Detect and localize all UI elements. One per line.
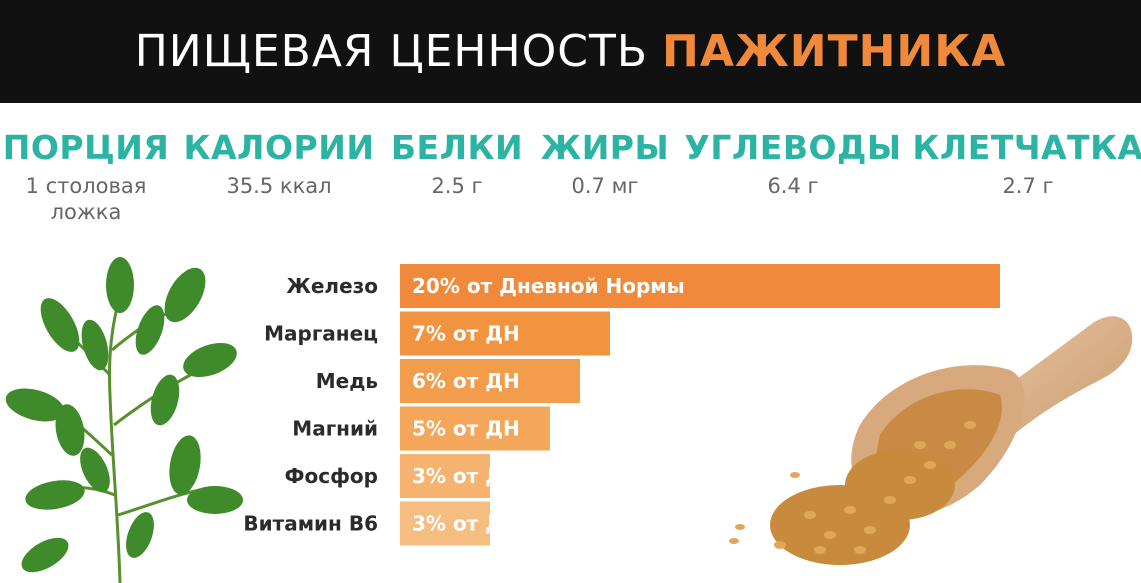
- bar: [400, 359, 580, 403]
- stat-value: 2.5 г: [431, 174, 483, 198]
- bar: [400, 406, 550, 451]
- stat-protein: БЕЛКИ 2.5 г: [391, 128, 523, 199]
- stat-label: КАЛОРИИ: [183, 128, 375, 167]
- title-banner: ПИЩЕВАЯ ЦЕННОСТЬ ПАЖИТНИКА: [0, 0, 1141, 103]
- stat-label: БЕЛКИ: [390, 128, 524, 167]
- bar-data-label: 3% от ДН: [412, 464, 520, 488]
- stat-label: УГЛЕВОДЫ: [684, 128, 902, 167]
- stat-carbs: УГЛЕВОДЫ 6.4 г: [684, 128, 901, 199]
- stat-value: 6.4 г: [767, 174, 819, 198]
- stat-label: ЖИРЫ: [540, 128, 670, 167]
- title-main: ПИЩЕВАЯ ЦЕННОСТЬ: [134, 26, 649, 77]
- bar-category-label: Железо: [286, 274, 378, 298]
- stat-value: 0.7 мг: [571, 174, 639, 198]
- bar: [400, 501, 490, 546]
- stat-portion: ПОРЦИЯ 1 столовая ложка: [3, 128, 170, 225]
- bar: [400, 264, 1000, 308]
- bar-data-label: 20% от Дневной Нормы: [412, 274, 685, 298]
- stat-calories: КАЛОРИИ 35.5 ккал: [184, 128, 375, 199]
- bar: [400, 454, 490, 498]
- bar-data-label: 5% от ДН: [412, 417, 520, 441]
- page-title: ПИЩЕВАЯ ЦЕННОСТЬ ПАЖИТНИКА: [135, 26, 1007, 77]
- stat-value: 2.7 г: [1002, 174, 1054, 198]
- bar-category-label: Витамин B6: [243, 512, 378, 536]
- seeds-scoop-image: [729, 316, 1133, 565]
- bar: [400, 311, 610, 356]
- bar-data-label: 3% от ДН: [412, 512, 520, 536]
- stat-value: 1 столовая ложка: [25, 174, 147, 224]
- bar-category-label: Медь: [316, 369, 378, 393]
- bar-category-label: Марганец: [264, 322, 378, 346]
- nutrition-stats: ПОРЦИЯ 1 столовая ложка КАЛОРИИ 35.5 ккал…: [0, 128, 1141, 238]
- stat-fiber: КЛЕТЧАТКА 2.7 г: [912, 128, 1141, 199]
- bar-data-label: 7% от ДН: [412, 322, 520, 346]
- fenugreek-plant-image: [5, 257, 243, 583]
- stat-fat: ЖИРЫ 0.7 мг: [541, 128, 669, 199]
- stat-label: ПОРЦИЯ: [2, 128, 170, 167]
- bar-data-label: 6% от ДН: [412, 369, 520, 393]
- bar-category-label: Фосфор: [285, 464, 378, 488]
- bar-category-label: Магний: [292, 417, 378, 441]
- stat-value: 35.5 ккал: [226, 174, 332, 198]
- stat-label: КЛЕТЧАТКА: [912, 128, 1141, 167]
- title-accent: ПАЖИТНИКА: [662, 26, 1007, 77]
